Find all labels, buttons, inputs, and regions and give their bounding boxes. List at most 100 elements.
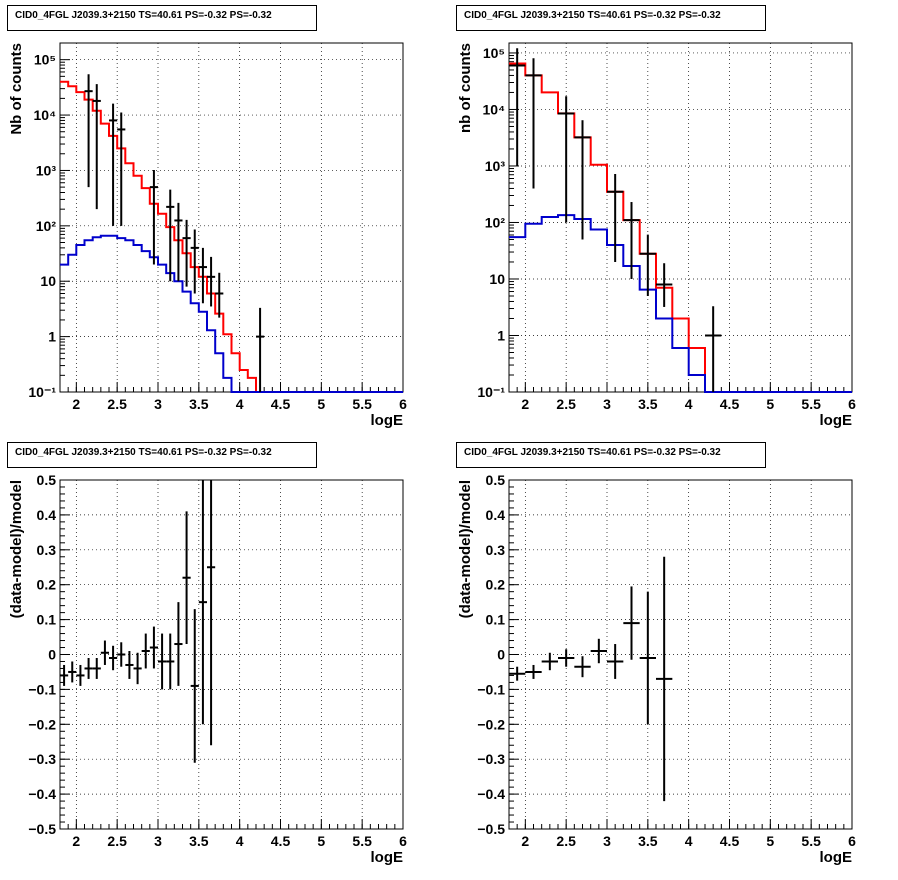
y-tick-label: 10 (40, 273, 56, 289)
data-point (182, 511, 191, 645)
chart-2-title: CID0_4FGL J2039.3+2150 TS=40.61 PS=-0.32… (456, 5, 766, 31)
y-tick-label: −0.4 (477, 786, 505, 802)
x-tick-label: 4.5 (271, 833, 291, 849)
data-point (109, 103, 118, 226)
x-tick-label: 2.5 (107, 396, 127, 412)
x-tick-label: 5.5 (352, 396, 372, 412)
y-tick-label: 1 (497, 327, 505, 343)
x-tick-label: 5.5 (801, 396, 821, 412)
x-tick-label: 2 (72, 833, 80, 849)
data-point (525, 58, 542, 189)
chart-2: 2 2.5 3 3.5 4 4.5 5 5.5 6 10⁻¹ 1 10 10² 10³ 10⁴ 10⁵ logE… (457, 42, 856, 429)
chart-4: 2 2.5 3 3.5 4 4.5 5 5.5 6 −0.5 −0.4 −0.3 −0.2 −0.1 0 0.… (457, 472, 856, 866)
y-tick-label: 10⁻¹ (477, 384, 505, 400)
y-tick-label: −0.5 (477, 821, 505, 837)
y-tick-label: −0.2 (28, 716, 56, 732)
x-tick-label: 3.5 (638, 396, 658, 412)
data-point (607, 174, 624, 262)
data-point (125, 651, 134, 679)
data-point (541, 652, 558, 671)
x-tick-label: 2 (72, 396, 80, 412)
y-tick-label: 0.2 (37, 577, 57, 593)
chart-1-title: CID0_4FGL J2039.3+2150 TS=40.61 PS=-0.32… (7, 5, 317, 31)
chart-1: 2 2.5 3 3.5 4 4.5 5 5.5 6 10⁻¹ 1 10 10² 10³ 10⁴ 10⁵ logE… (8, 42, 407, 429)
data-point (166, 633, 175, 690)
chart-panel-3: 2 2.5 3 3.5 4 4.5 5 5.5 6 −0.5 −0.4 −0.3 −0.2 −0.1 0 0.… (0, 437, 449, 875)
x-tick-label: 5 (766, 833, 774, 849)
plot-frame (508, 479, 853, 830)
data-point (84, 74, 93, 188)
y-tick-label: −0.2 (477, 716, 505, 732)
x-tick-label: 4 (685, 396, 693, 412)
x-tick-label: 3.5 (189, 396, 209, 412)
x-tick-label: 2.5 (107, 833, 127, 849)
data-point (705, 306, 722, 392)
plot-frame (59, 479, 404, 830)
y-tick-label: 0 (48, 647, 56, 663)
data-point (656, 556, 673, 802)
y-tick-label: 10² (36, 218, 57, 234)
y-tick-label: 10⁴ (34, 107, 57, 123)
data-point (558, 96, 575, 223)
data-point (174, 202, 183, 282)
chart-3: 2 2.5 3 3.5 4 4.5 5 5.5 6 −0.5 −0.4 −0.3 −0.2 −0.1 0 0.… (8, 472, 407, 866)
data-point (574, 656, 591, 678)
x-tick-label: 2.5 (556, 396, 576, 412)
x-tick-label: 4.5 (271, 396, 291, 412)
x-tick-label: 4 (236, 833, 244, 849)
x-tick-label: 3 (603, 396, 611, 412)
y-tick-label: 10⁵ (34, 52, 56, 68)
x-tick-label: 5 (766, 396, 774, 412)
data-point (133, 652, 142, 685)
x-axis-label: logE (371, 849, 404, 866)
total-model-line (60, 80, 265, 393)
y-axis-label: (data-model)/model (457, 480, 474, 618)
data-point (149, 626, 158, 669)
x-axis-label: logE (820, 849, 853, 866)
data-point (117, 642, 126, 667)
data-point (198, 480, 207, 725)
x-tick-label: 2 (521, 396, 529, 412)
x-tick-label: 4 (685, 833, 693, 849)
data-point (639, 234, 656, 296)
data-point (166, 189, 175, 282)
data-point (149, 169, 158, 265)
data-point (509, 666, 526, 681)
source-model-line (60, 234, 403, 393)
y-tick-label: 10⁻¹ (28, 384, 56, 400)
data-point (525, 664, 542, 679)
x-tick-label: 3.5 (638, 833, 658, 849)
data-point (174, 602, 183, 686)
data-point (190, 609, 199, 763)
data-point (509, 48, 526, 166)
x-axis-label: logE (820, 412, 853, 429)
y-tick-label: −0.3 (28, 751, 56, 767)
x-tick-label: 6 (399, 396, 407, 412)
y-tick-label: 0.3 (37, 542, 57, 558)
x-tick-label: 3 (603, 833, 611, 849)
data-point (182, 219, 191, 287)
data-point (590, 638, 607, 664)
data-point (607, 644, 624, 679)
y-tick-label: 0.5 (486, 472, 506, 488)
x-axis-label: logE (371, 412, 404, 429)
y-tick-label: 10 (489, 271, 505, 287)
y-tick-label: 0.2 (486, 577, 506, 593)
y-tick-label: 10² (485, 214, 506, 230)
y-tick-label: 10⁴ (483, 101, 506, 117)
y-tick-label: 10³ (485, 158, 506, 174)
data-point (109, 645, 118, 671)
y-tick-label: 0 (497, 647, 505, 663)
y-tick-label: −0.3 (477, 751, 505, 767)
data-point (68, 661, 77, 683)
data-point (158, 633, 167, 690)
y-tick-label: 1 (48, 329, 56, 345)
x-tick-label: 5.5 (352, 833, 372, 849)
y-tick-label: −0.5 (28, 821, 56, 837)
y-axis-label: (data-model)/model (8, 480, 25, 618)
data-point (207, 256, 216, 307)
data-point (256, 307, 265, 392)
y-tick-label: −0.1 (28, 681, 56, 697)
chart-4-title: CID0_4FGL J2039.3+2150 TS=40.61 PS=-0.32… (456, 442, 766, 468)
chart-panel-4: 2 2.5 3 3.5 4 4.5 5 5.5 6 −0.5 −0.4 −0.3 −0.2 −0.1 0 0.… (449, 437, 898, 875)
